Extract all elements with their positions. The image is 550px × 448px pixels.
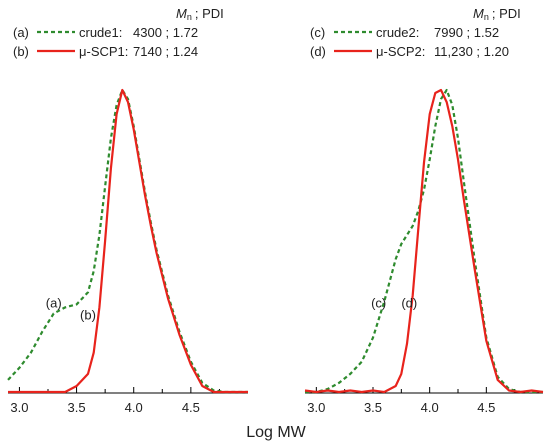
series-line-a <box>7 88 248 394</box>
series-annotation-d: (d) <box>401 295 417 310</box>
series-line-d <box>304 88 544 394</box>
x-tick-label: 3.0 <box>307 400 325 415</box>
legend-values: 7990 ; 1.52 <box>434 25 499 40</box>
legend-series-name: μ-SCP2: <box>376 44 425 59</box>
x-tick-label: 3.5 <box>364 400 382 415</box>
x-tick-label: 4.0 <box>125 400 143 415</box>
legend-values: 4300 ; 1.72 <box>133 25 198 40</box>
x-tick-label: 4.5 <box>182 400 200 415</box>
legend-series-name: crude2: <box>376 25 419 40</box>
legend-values: 7140 ; 1.24 <box>133 44 198 59</box>
legend-tag: (a) <box>13 25 29 40</box>
series-line-c <box>305 88 543 394</box>
legend-tag: (b) <box>13 44 29 59</box>
x-tick-label: 4.5 <box>477 400 495 415</box>
legend-tag: (c) <box>310 25 325 40</box>
series-annotation-a: (a) <box>46 295 62 310</box>
legend-series-name: crude1: <box>79 25 122 40</box>
right-panel: 3.0 3.5 4.0 4.5 (c) (d) Mn; PDI (c) crude2: 7990 … <box>304 6 544 415</box>
legend-header: Mn; PDI <box>176 6 224 22</box>
series-annotation-b: (b) <box>80 308 96 323</box>
x-tick-label: 3.5 <box>68 400 86 415</box>
series-line-b <box>8 88 248 394</box>
legend-series-name: μ-SCP1: <box>79 44 128 59</box>
x-tick-label: 4.0 <box>421 400 439 415</box>
x-tick-label: 3.0 <box>10 400 28 415</box>
series-annotation-c: (c) <box>371 295 386 310</box>
x-axis-label: Log MW <box>246 424 306 441</box>
legend-tag: (d) <box>310 44 326 59</box>
legend-values: 11,230 ; 1.20 <box>434 44 509 59</box>
legend-header: Mn; PDI <box>473 6 521 22</box>
left-panel: 3.0 3.5 4.0 4.5 (a) (b) Mn; PDI (a) crude1: 4300 … <box>7 6 248 415</box>
